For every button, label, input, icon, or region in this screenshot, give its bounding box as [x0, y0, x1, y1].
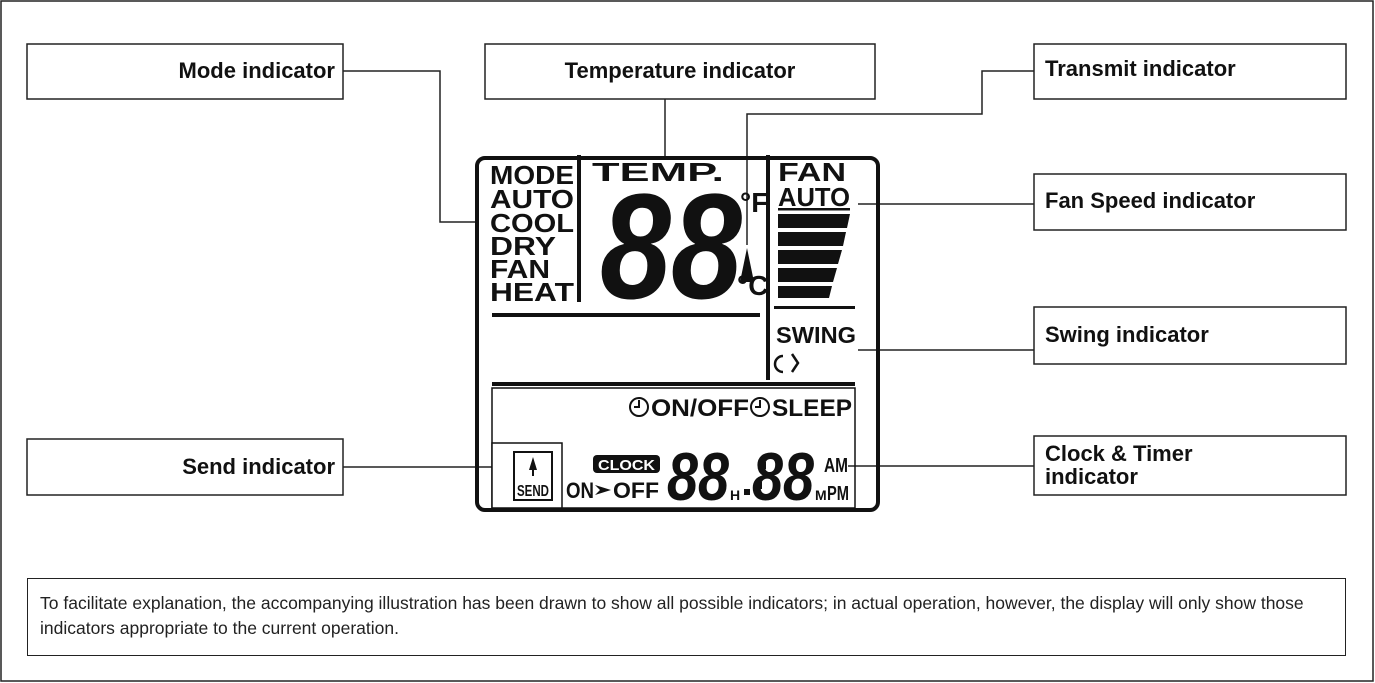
lcd-text: AUTO: [490, 184, 574, 214]
callout-label: Send indicator: [182, 454, 335, 479]
fan-bar: [778, 232, 846, 246]
send-arrow: [529, 457, 537, 470]
fan-bars: [778, 214, 850, 298]
lcd-text: SWING: [776, 322, 856, 348]
timer-icon: [634, 400, 640, 408]
send-area: [491, 442, 563, 509]
note: To facilitate explanation, the accompany…: [27, 578, 1346, 656]
fan-bar: [778, 214, 850, 228]
temp-digits: 88: [600, 162, 742, 330]
lcd-text: ON: [566, 478, 594, 503]
leader-line: [343, 70, 476, 223]
callout-box: [26, 43, 344, 100]
callout-box: [1033, 306, 1347, 365]
callout-box: [1033, 173, 1347, 231]
lcd-text: FAN: [778, 157, 846, 187]
lcd-text: H: [730, 487, 740, 503]
callout-label: Swing indicator: [1045, 322, 1209, 347]
callout-label: Fan Speed indicator: [1045, 188, 1256, 213]
fan-bar: [778, 250, 842, 264]
lcd-text: °F: [740, 187, 768, 218]
lcd-text: PM: [827, 483, 849, 505]
lcd-frame: [475, 156, 880, 512]
lcd-text: M: [815, 487, 827, 503]
clock-badge: [593, 455, 660, 473]
callout-box: [26, 438, 344, 496]
lcd-divider: [774, 306, 855, 309]
fan-bar: [778, 268, 837, 282]
lcd-text: COOL: [490, 208, 574, 238]
colon-dot: [755, 482, 762, 489]
lcd-text: FAN: [490, 254, 550, 284]
lcd-text: DRY: [490, 231, 556, 261]
lcd-text: TEMP.: [592, 157, 724, 187]
lcd-text: AM: [824, 455, 848, 477]
separator-dot: [744, 489, 750, 495]
lcd-text: OFF: [613, 478, 659, 503]
underline: [778, 208, 850, 211]
fan-bar: [778, 286, 832, 298]
timer-icon: [629, 397, 649, 417]
callout-label: indicator: [1045, 464, 1138, 489]
colon-dot: [759, 462, 766, 469]
timer-icon: [750, 397, 770, 417]
callout-label: Transmit indicator: [1045, 56, 1236, 81]
send-box: [513, 451, 553, 501]
lcd-text: SEND: [517, 483, 549, 500]
callout-box: [1033, 435, 1347, 496]
lcd-text: ON/OFF: [651, 395, 749, 422]
clock-digits: 88: [752, 439, 814, 515]
clock-digits: 88: [667, 439, 729, 515]
lcd-text: MODE: [490, 160, 574, 190]
on-off-arrow: [595, 485, 611, 495]
transmit-arrow: [740, 248, 754, 282]
timer-icon: [755, 400, 761, 408]
callout-label: Mode indicator: [179, 58, 336, 83]
lcd-text: AUTO: [778, 182, 850, 212]
callout-label: Temperature indicator: [565, 58, 796, 83]
lcd-divider: [492, 313, 760, 317]
callout-label: Clock & Timer: [1045, 441, 1193, 466]
lcd-divider: [492, 382, 855, 386]
callout-box: [1033, 43, 1347, 100]
swing-icon: [773, 353, 800, 374]
lcd-text: HEAT: [490, 277, 574, 307]
lcd-text: SLEEP: [772, 395, 852, 422]
lcd-divider: [577, 155, 581, 302]
timer-icons: [629, 397, 770, 417]
callout-box: [484, 43, 876, 100]
lcd-divider: [766, 155, 770, 380]
mode-column: MODE AUTO COOL DRY FAN HEAT: [490, 160, 574, 307]
lcd-text: CLOCK: [598, 457, 655, 474]
